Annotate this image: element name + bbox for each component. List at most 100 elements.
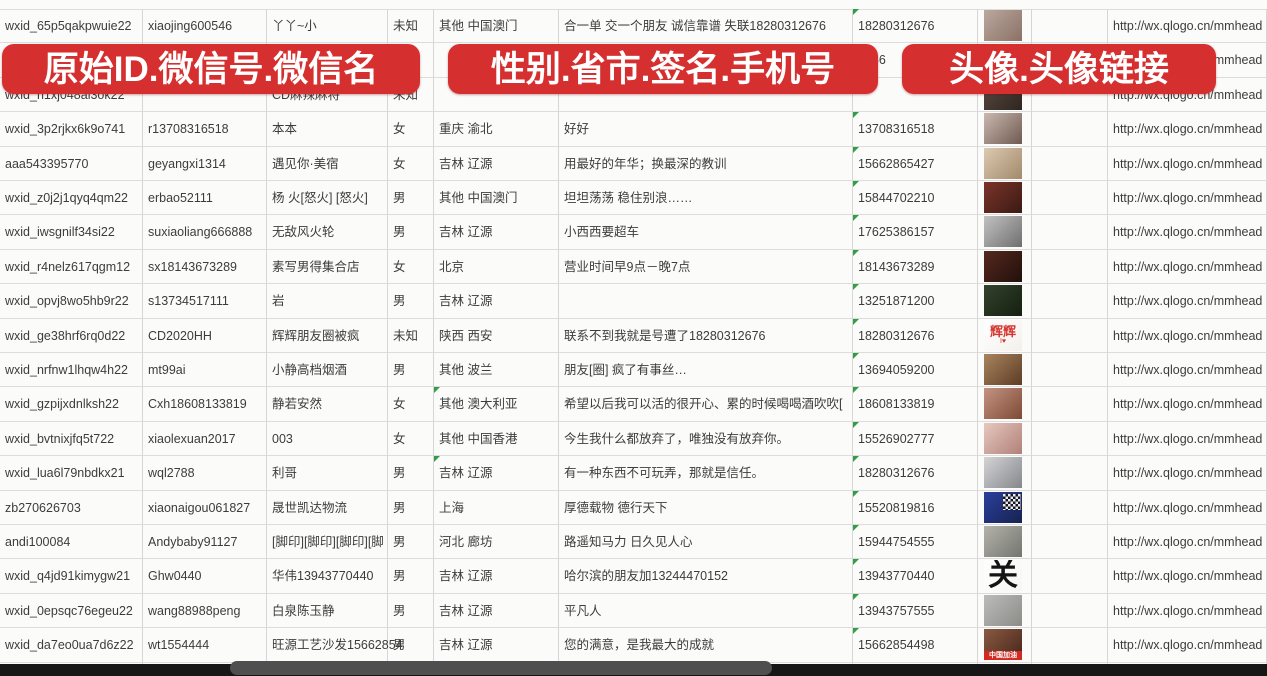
- cell-original-id[interactable]: wxid_gzpijxdnlksh22: [0, 387, 143, 422]
- cell-wechat-id[interactable]: wt1554444: [143, 628, 267, 663]
- cell-wechat-id[interactable]: sx18143673289: [143, 249, 267, 285]
- cell-gender[interactable]: 未知: [388, 9, 434, 44]
- cell-empty[interactable]: [1032, 146, 1108, 181]
- cell-gender[interactable]: 女: [388, 387, 434, 422]
- cell-original-id[interactable]: wxid_nrfnw1lhqw4h22: [0, 353, 143, 388]
- cell-original-id[interactable]: wxid_opvj8wo5hb9r22: [0, 284, 143, 319]
- cell-avatar[interactable]: [978, 215, 1032, 250]
- cell-avatar-link[interactable]: http://wx.qlogo.cn/mmhead: [1108, 284, 1267, 319]
- cell-signature[interactable]: 平凡人: [559, 593, 853, 629]
- cell-empty[interactable]: [1032, 525, 1108, 560]
- cell-phone[interactable]: 13943757555: [853, 593, 978, 629]
- cell-signature[interactable]: 联系不到我就是号遭了18280312676: [559, 318, 853, 353]
- cell-wechat-name[interactable]: 无敌风火轮: [267, 215, 388, 250]
- cell-gender[interactable]: 女: [388, 421, 434, 457]
- cell-signature[interactable]: 坦坦荡荡 稳住别浪……: [559, 181, 853, 216]
- cell-avatar-link[interactable]: http://wx.qlogo.cn/mmhead: [1108, 353, 1267, 388]
- cell-avatar-link[interactable]: http://wx.qlogo.cn/mmhead: [1108, 421, 1267, 457]
- cell-avatar-link[interactable]: http://wx.qlogo.cn/mmhead: [1108, 490, 1267, 525]
- cell-avatar-link[interactable]: http://wx.qlogo.cn/mmhead: [1108, 146, 1267, 181]
- cell-avatar[interactable]: [978, 387, 1032, 422]
- cell-signature[interactable]: 朋友[圈] 疯了有事丝…: [559, 353, 853, 388]
- cell-phone[interactable]: 18280312676: [853, 456, 978, 491]
- cell-wechat-name[interactable]: 静若安然: [267, 387, 388, 422]
- cell-phone[interactable]: 15844702210: [853, 181, 978, 216]
- cell-province-city[interactable]: 北京: [434, 249, 559, 285]
- cell-wechat-id[interactable]: Andybaby91127: [143, 525, 267, 560]
- cell-avatar[interactable]: [978, 353, 1032, 388]
- cell-signature[interactable]: 厚德载物 德行天下: [559, 490, 853, 525]
- cell-original-id[interactable]: wxid_0epsqc76egeu22: [0, 593, 143, 629]
- cell-wechat-name[interactable]: 华伟13943770440: [267, 559, 388, 594]
- cell-signature[interactable]: 好好: [559, 112, 853, 147]
- cell-gender[interactable]: 女: [388, 146, 434, 181]
- cell-signature[interactable]: 哈尔滨的朋友加13244470152: [559, 559, 853, 594]
- cell-empty[interactable]: [1032, 490, 1108, 525]
- cell-wechat-name[interactable]: 杨 火[怒火] [怒火]: [267, 181, 388, 216]
- cell-original-id[interactable]: wxid_z0j2j1qyq4qm22: [0, 181, 143, 216]
- cell-avatar-link[interactable]: http://wx.qlogo.cn/mmhead: [1108, 249, 1267, 285]
- cell-avatar[interactable]: [978, 112, 1032, 147]
- cell-empty[interactable]: [1032, 112, 1108, 147]
- cell-avatar[interactable]: 辉辉 I♥: [978, 318, 1032, 353]
- cell-wechat-name[interactable]: 岩: [267, 284, 388, 319]
- cell-phone[interactable]: 15526902777: [853, 421, 978, 457]
- cell-phone[interactable]: 18608133819: [853, 387, 978, 422]
- cell-original-id[interactable]: wxid_bvtnixjfq5t722: [0, 421, 143, 457]
- cell-empty[interactable]: [1032, 249, 1108, 285]
- cell-province-city[interactable]: 吉林 辽源: [434, 284, 559, 319]
- cell-wechat-id[interactable]: mt99ai: [143, 353, 267, 388]
- cell-empty[interactable]: [1032, 456, 1108, 491]
- cell-avatar[interactable]: [978, 490, 1032, 525]
- cell-wechat-name[interactable]: [脚印][脚印][脚印][脚: [267, 525, 388, 560]
- cell-empty[interactable]: [1032, 628, 1108, 663]
- cell-province-city[interactable]: 吉林 辽源: [434, 146, 559, 181]
- horizontal-scrollbar-thumb[interactable]: [230, 661, 772, 675]
- cell-wechat-name[interactable]: 遇见你·美宿: [267, 146, 388, 181]
- cell-gender[interactable]: 男: [388, 525, 434, 560]
- cell-avatar[interactable]: [978, 181, 1032, 216]
- cell-province-city[interactable]: 其他 中国香港: [434, 421, 559, 457]
- cell-gender[interactable]: 女: [388, 112, 434, 147]
- cell-wechat-id[interactable]: erbao52111: [143, 181, 267, 216]
- cell-province-city[interactable]: 吉林 辽源: [434, 559, 559, 594]
- cell-wechat-name[interactable]: 白泉陈玉静: [267, 593, 388, 629]
- cell-signature[interactable]: 小西西要超车: [559, 215, 853, 250]
- cell-phone[interactable]: 13694059200: [853, 353, 978, 388]
- cell-empty[interactable]: [1032, 77, 1108, 113]
- cell-avatar-link[interactable]: http://wx.qlogo.cn/mmhead: [1108, 215, 1267, 250]
- cell-wechat-name[interactable]: 小静高档烟酒: [267, 353, 388, 388]
- cell-avatar-link[interactable]: http://wx.qlogo.cn/mmhead: [1108, 387, 1267, 422]
- cell-signature[interactable]: 有一种东西不可玩弄，那就是信任。: [559, 456, 853, 491]
- cell-phone[interactable]: 15662854498: [853, 628, 978, 663]
- cell-empty[interactable]: [1032, 9, 1108, 44]
- cell-phone[interactable]: [853, 77, 978, 113]
- cell-gender[interactable]: 未知: [388, 318, 434, 353]
- cell-province-city[interactable]: 吉林 辽源: [434, 628, 559, 663]
- cell-avatar[interactable]: [978, 284, 1032, 319]
- cell-avatar-link[interactable]: http://wx.qlogo.cn/mmhead: [1108, 628, 1267, 663]
- cell-gender[interactable]: 男: [388, 456, 434, 491]
- cell-original-id[interactable]: wxid_iwsgnilf34si22: [0, 215, 143, 250]
- cell-province-city[interactable]: 吉林 辽源: [434, 593, 559, 629]
- cell-avatar[interactable]: [978, 525, 1032, 560]
- cell-phone[interactable]: 15662865427: [853, 146, 978, 181]
- cell-wechat-name[interactable]: 旺源工艺沙发15662854: [267, 628, 403, 663]
- cell-signature[interactable]: 营业时间早9点－晚7点: [559, 249, 853, 285]
- cell-wechat-id[interactable]: suxiaoliang666888: [143, 215, 267, 250]
- cell-wechat-id[interactable]: xiaojing600546: [143, 9, 267, 44]
- cell-province-city[interactable]: 重庆 渝北: [434, 112, 559, 147]
- cell-signature[interactable]: 希望以后我可以活的很开心、累的时候喝喝酒吹吹[: [559, 387, 853, 422]
- cell-empty[interactable]: [1032, 318, 1108, 353]
- cell-gender[interactable]: 男: [388, 284, 434, 319]
- cell-province-city[interactable]: 陕西 西安: [434, 318, 559, 353]
- cell-original-id[interactable]: aaa543395770: [0, 146, 143, 181]
- cell-phone[interactable]: 18280312676: [853, 318, 978, 353]
- cell-wechat-id[interactable]: [143, 77, 267, 113]
- cell-wechat-id[interactable]: xiaonaigou061827: [143, 490, 267, 525]
- cell-signature[interactable]: 路遥知马力 日久见人心: [559, 525, 853, 560]
- cell-wechat-id[interactable]: r13708316518: [143, 112, 267, 147]
- cell-wechat-id[interactable]: geyangxi1314: [143, 146, 267, 181]
- cell-wechat-id[interactable]: Cxh18608133819: [143, 387, 267, 422]
- cell-wechat-name[interactable]: 晟世凯达物流: [267, 490, 388, 525]
